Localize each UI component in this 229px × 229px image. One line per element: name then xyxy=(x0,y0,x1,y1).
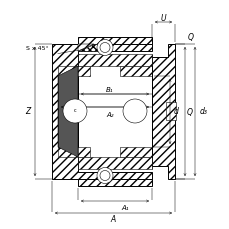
Text: A: A xyxy=(110,215,116,224)
Text: Q: Q xyxy=(186,107,192,116)
Circle shape xyxy=(97,168,112,184)
Text: A₁: A₁ xyxy=(121,204,128,210)
Text: S x 45°: S x 45° xyxy=(26,45,48,50)
Polygon shape xyxy=(78,157,151,169)
Polygon shape xyxy=(151,45,174,179)
Text: c: c xyxy=(73,107,76,112)
Polygon shape xyxy=(58,147,90,157)
Text: A₂: A₂ xyxy=(106,112,113,117)
Polygon shape xyxy=(120,67,151,77)
Polygon shape xyxy=(58,67,78,157)
Circle shape xyxy=(123,100,146,123)
Circle shape xyxy=(63,100,87,123)
Polygon shape xyxy=(52,45,151,179)
Polygon shape xyxy=(78,55,151,67)
Text: Z: Z xyxy=(25,107,30,116)
Polygon shape xyxy=(78,45,106,52)
Circle shape xyxy=(100,43,109,53)
Text: U: U xyxy=(160,14,166,22)
Circle shape xyxy=(97,40,112,56)
Text: d₃: d₃ xyxy=(199,107,207,116)
Text: B₁: B₁ xyxy=(106,87,113,93)
Polygon shape xyxy=(78,38,151,45)
Text: Q: Q xyxy=(187,32,193,41)
Polygon shape xyxy=(78,179,151,186)
Bar xyxy=(165,103,175,120)
Text: d: d xyxy=(173,107,178,116)
Polygon shape xyxy=(58,67,90,77)
Polygon shape xyxy=(78,45,94,52)
Circle shape xyxy=(100,171,109,181)
Polygon shape xyxy=(120,147,151,157)
